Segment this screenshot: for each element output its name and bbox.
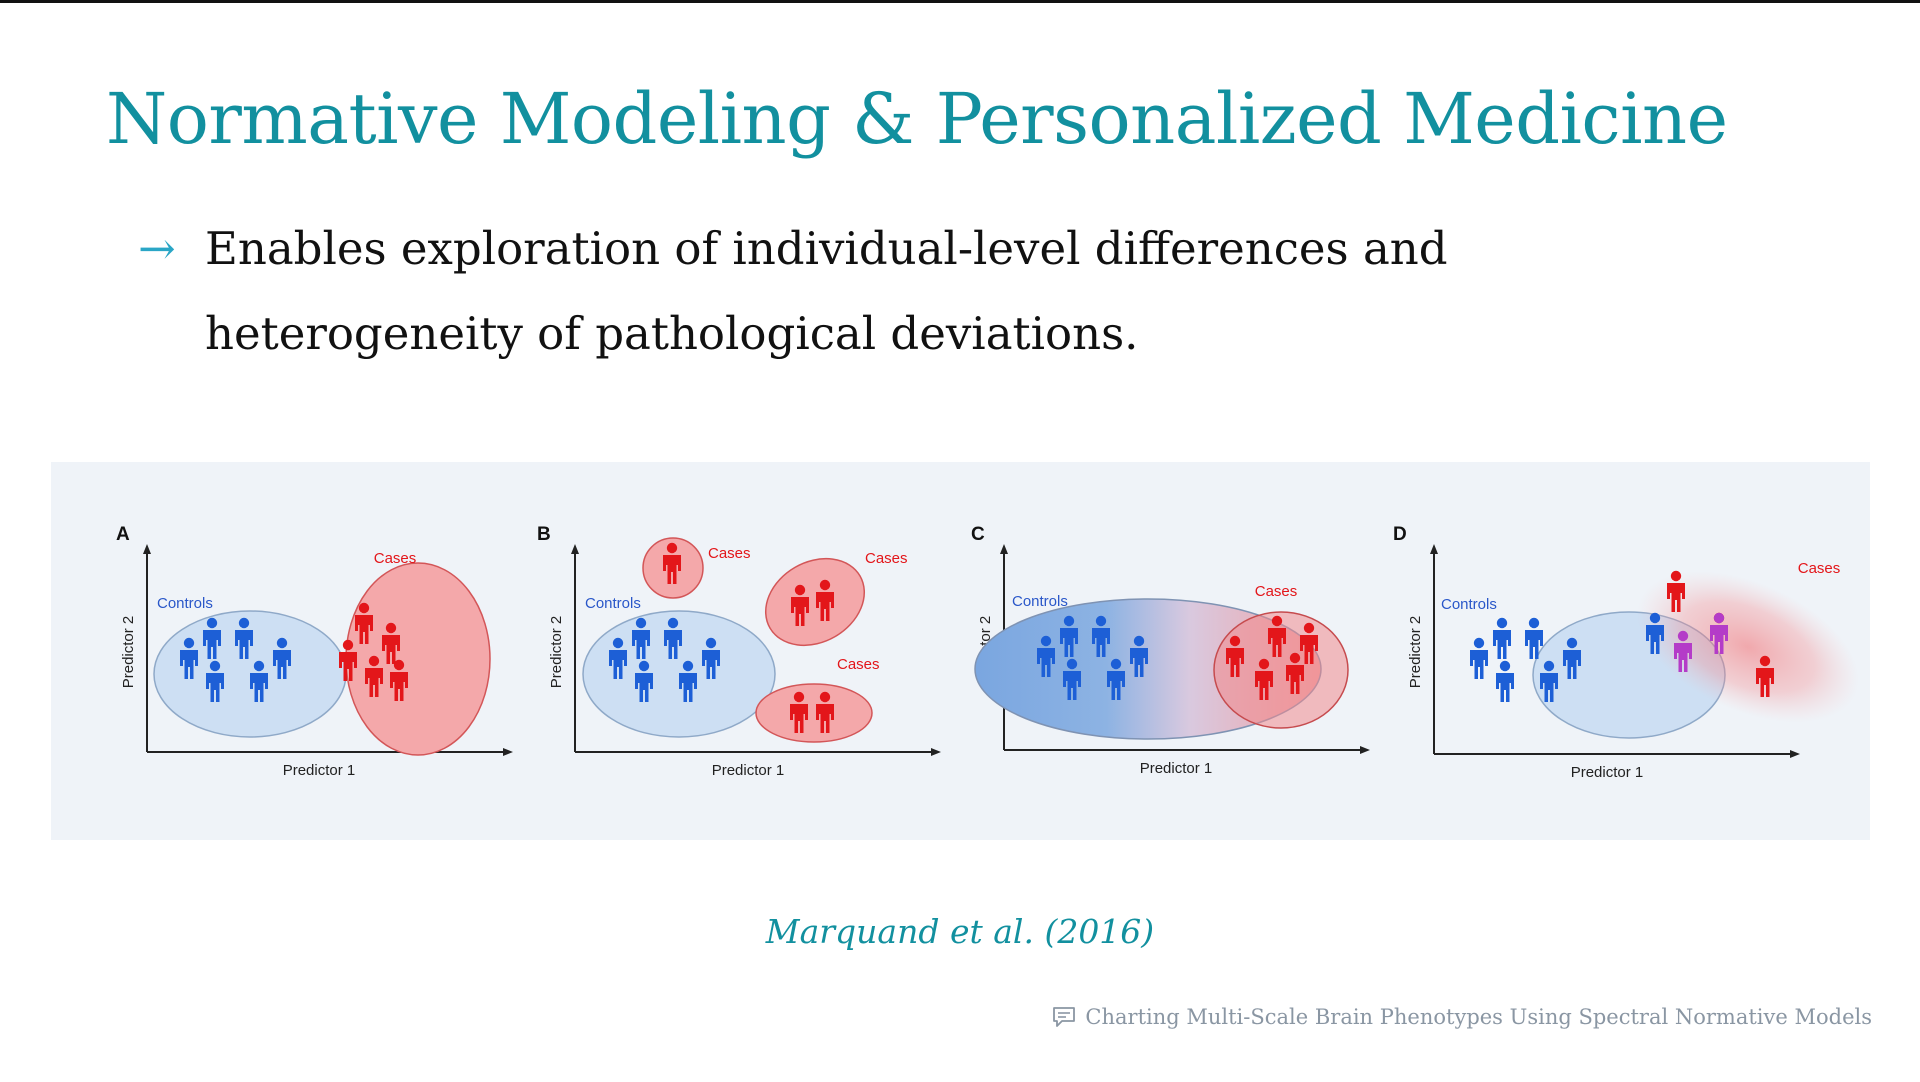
- controls-label: Controls: [157, 595, 213, 612]
- control-person-icon: [203, 617, 221, 659]
- case-person-icon: [390, 659, 408, 701]
- people-group: [1037, 615, 1318, 700]
- control-person-icon: [1496, 660, 1514, 702]
- control-person-icon: [1470, 637, 1488, 679]
- footer: Charting Multi-Scale Brain Phenotypes Us…: [1051, 1005, 1872, 1029]
- case-person-icon: [1756, 655, 1774, 697]
- y-axis-label: Predictor 2: [548, 616, 565, 689]
- cases-label: Cases: [1798, 560, 1841, 577]
- controls-label: Controls: [1012, 593, 1068, 610]
- control-person-icon: [664, 617, 682, 659]
- panel-letter: C: [971, 524, 985, 545]
- control-person-icon: [702, 637, 720, 679]
- control-person-icon: [1130, 635, 1148, 677]
- people-group: [1470, 570, 1774, 702]
- outlier-person-icon: [1710, 612, 1728, 654]
- people-group: [609, 542, 834, 733]
- citation: Marquand et al. (2016): [765, 912, 1155, 951]
- control-person-icon: [1037, 635, 1055, 677]
- control-person-icon: [180, 637, 198, 679]
- case-person-icon: [1667, 570, 1685, 612]
- panel-letter: D: [1393, 524, 1407, 545]
- panel-c: C Predictor 1 Predictor 2 Controls Cases: [971, 524, 1370, 777]
- panel-b: B Predictor 1 Predictor 2 Controls Cases…: [537, 524, 941, 779]
- control-person-icon: [1646, 612, 1664, 654]
- x-axis-arrow-icon: [503, 748, 513, 756]
- control-person-icon: [235, 617, 253, 659]
- x-axis-arrow-icon: [1790, 750, 1800, 758]
- x-axis-label: Predictor 1: [1140, 760, 1213, 777]
- outlier-person-icon: [1674, 630, 1692, 672]
- cases-label: Cases: [708, 545, 751, 562]
- x-axis-arrow-icon: [931, 748, 941, 756]
- cases-label: Cases: [865, 550, 908, 567]
- footer-text: Charting Multi-Scale Brain Phenotypes Us…: [1085, 1005, 1872, 1029]
- control-person-icon: [273, 637, 291, 679]
- top-rule: [0, 0, 1920, 3]
- bullet-point: → Enables exploration of individual-leve…: [138, 206, 1738, 376]
- control-person-icon: [1525, 617, 1543, 659]
- case-person-icon: [1255, 658, 1273, 700]
- control-person-icon: [250, 660, 268, 702]
- cases-label: Cases: [374, 550, 417, 567]
- y-axis-arrow-icon: [1000, 544, 1008, 554]
- figure-panel: A Predictor 1 Predictor 2 Controls Cases…: [51, 462, 1870, 840]
- cases-label: Cases: [837, 656, 880, 673]
- case-person-icon: [1300, 622, 1318, 664]
- people-group: [180, 602, 408, 702]
- case-person-icon: [355, 602, 373, 644]
- control-person-icon: [1107, 658, 1125, 700]
- control-person-icon: [1092, 615, 1110, 657]
- panel-d: D Predictor 1 Predictor 2 Controls Cases: [1393, 524, 1859, 781]
- slide-title: Normative Modeling & Personalized Medici…: [106, 78, 1728, 160]
- controls-label: Controls: [585, 595, 641, 612]
- case-person-icon: [816, 691, 834, 733]
- cases-cluster: [764, 557, 866, 647]
- normative-model-figure: A Predictor 1 Predictor 2 Controls Cases…: [116, 524, 1859, 781]
- bullet-text: Enables exploration of individual-level …: [205, 222, 1448, 360]
- cases-cluster: [345, 562, 491, 756]
- comment-icon: [1051, 1006, 1077, 1028]
- controls-label: Controls: [1441, 596, 1497, 613]
- case-person-icon: [1286, 652, 1304, 694]
- control-person-icon: [1493, 617, 1511, 659]
- cases-label: Cases: [1255, 583, 1298, 600]
- case-person-icon: [663, 542, 681, 584]
- panel-a: A Predictor 1 Predictor 2 Controls Cases: [116, 524, 513, 779]
- control-person-icon: [206, 660, 224, 702]
- x-axis-label: Predictor 1: [712, 762, 785, 779]
- control-person-icon: [609, 637, 627, 679]
- panel-letter: B: [537, 524, 551, 545]
- control-person-icon: [632, 617, 650, 659]
- control-person-icon: [1063, 658, 1081, 700]
- case-person-icon: [816, 579, 834, 621]
- control-person-icon: [1563, 637, 1581, 679]
- y-axis-arrow-icon: [143, 544, 151, 554]
- case-person-icon: [365, 655, 383, 697]
- y-axis-arrow-icon: [571, 544, 579, 554]
- x-axis-label: Predictor 1: [283, 762, 356, 779]
- cases-cluster: [755, 683, 873, 743]
- control-person-icon: [635, 660, 653, 702]
- control-person-icon: [1540, 660, 1558, 702]
- case-person-icon: [791, 584, 809, 626]
- y-axis-label: Predictor 2: [120, 616, 137, 689]
- x-axis-arrow-icon: [1360, 746, 1370, 754]
- case-person-icon: [790, 691, 808, 733]
- panel-letter: A: [116, 524, 130, 545]
- case-person-icon: [1268, 615, 1286, 657]
- bullet-arrow-icon: →: [138, 222, 176, 275]
- control-person-icon: [679, 660, 697, 702]
- case-person-icon: [339, 639, 357, 681]
- y-axis-arrow-icon: [1430, 544, 1438, 554]
- control-person-icon: [1060, 615, 1078, 657]
- y-axis-label: Predictor 2: [1407, 616, 1424, 689]
- case-person-icon: [382, 622, 400, 664]
- cases-cluster: [1637, 571, 1859, 723]
- x-axis-label: Predictor 1: [1571, 764, 1644, 781]
- case-person-icon: [1226, 635, 1244, 677]
